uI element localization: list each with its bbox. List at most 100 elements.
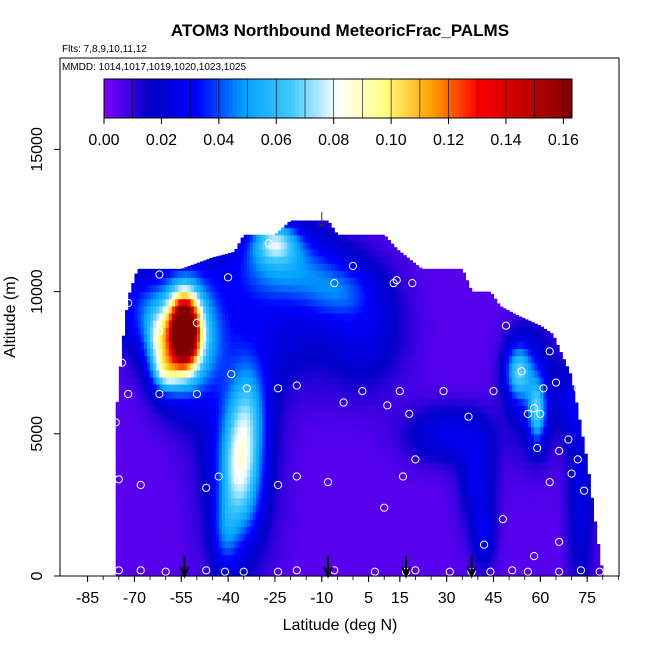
heatmap-cell [449,433,454,442]
heatmap-cell [178,362,182,371]
heatmap-cell [159,334,164,342]
heatmap-cell [137,362,142,371]
heatmap-cell [234,355,239,364]
heatmap-cell [371,248,376,257]
heatmap-cell [362,412,367,421]
heatmap-cell [184,267,189,271]
heatmap-cell [121,504,126,513]
heatmap-cell [306,369,310,378]
heatmap-cell [296,519,301,527]
heatmap-cell [312,519,317,527]
heatmap-cell [390,568,395,577]
heatmap-cell [190,554,195,563]
heatmap-cell [315,312,320,321]
heatmap-cell [240,433,245,442]
heatmap-cell [271,419,276,428]
heatmap-cell [412,448,417,456]
heatmap-cell [409,362,413,371]
heatmap-cell [184,298,189,307]
heatmap-cell [368,348,373,357]
heatmap-cell [437,533,442,542]
heatmap-cell [421,526,426,534]
heatmap-cell [159,398,164,406]
heatmap-cell [234,334,239,342]
heatmap-cell [446,490,451,499]
heatmap-cell [321,376,326,385]
heatmap-cell [193,519,198,527]
heatmap-cell [387,490,392,499]
heatmap-cell [393,348,398,357]
heatmap-cell [150,519,154,527]
heatmap-cell [140,369,145,378]
heatmap-cell [415,455,420,463]
heatmap-cell [443,398,448,406]
heatmap-cell [209,291,214,300]
heatmap-cell [437,284,442,293]
heatmap-cell [421,433,426,442]
heatmap-cell [399,533,404,542]
heatmap-cell [437,320,442,328]
heatmap-cell [377,526,382,534]
heatmap-cell [137,526,142,534]
heatmap-cell [121,405,126,414]
heatmap-cell [393,455,398,463]
heatmap-cell [365,490,370,499]
heatmap-cell [175,483,179,492]
heatmap-cell [296,462,301,470]
heatmap-cell [259,270,264,278]
heatmap-cell [150,568,154,577]
heatmap-cell [384,277,388,286]
heatmap-cell [331,227,335,236]
heatmap-cell [349,412,354,421]
heatmap-cell [331,504,335,513]
heatmap-cell [324,419,329,428]
heatmap-cell [262,291,267,300]
heatmap-cell [334,440,338,449]
heatmap-cell [168,355,173,364]
heatmap-cell [359,568,363,577]
heatmap-cell [237,376,242,385]
heatmap-cell [431,341,435,350]
heatmap-cell [374,369,379,378]
heatmap-cell [434,455,438,463]
heatmap-cell [309,526,314,534]
heatmap-cell [296,277,301,286]
heatmap-cell [168,455,173,463]
heatmap-cell [371,327,376,335]
heatmap-cell [309,320,314,328]
heatmap-cell [296,227,301,236]
heatmap-cell [156,320,161,328]
heatmap-cell [315,348,320,357]
heatmap-cell [153,497,157,506]
heatmap-cell [287,305,292,314]
heatmap-cell [309,355,314,364]
heatmap-cell [284,504,289,513]
heatmap-cell [228,362,232,371]
heatmap-cell [424,440,429,449]
heatmap-cell [168,483,173,492]
heatmap-cell [140,376,145,385]
heatmap-cell [240,320,245,328]
heatmap-cell [159,526,164,534]
heatmap-cell [359,519,363,527]
heatmap-cell [312,483,317,492]
heatmap-cell [234,462,239,470]
heatmap-cell [362,291,367,300]
heatmap-cell [293,369,298,378]
heatmap-cell [431,476,435,485]
heatmap-cell [390,426,395,435]
heatmap-cell [390,248,395,257]
heatmap-cell [259,483,264,492]
heatmap-cell [131,412,136,421]
heatmap-cell [218,284,223,293]
heatmap-cell [190,462,195,470]
heatmap-cell [218,362,223,371]
heatmap-cell [334,497,338,506]
heatmap-cell [421,426,426,435]
heatmap-cell [318,298,323,307]
heatmap-cell [368,512,373,520]
heatmap-cell [215,398,220,406]
heatmap-cell [278,241,282,250]
heatmap-cell [118,384,123,392]
